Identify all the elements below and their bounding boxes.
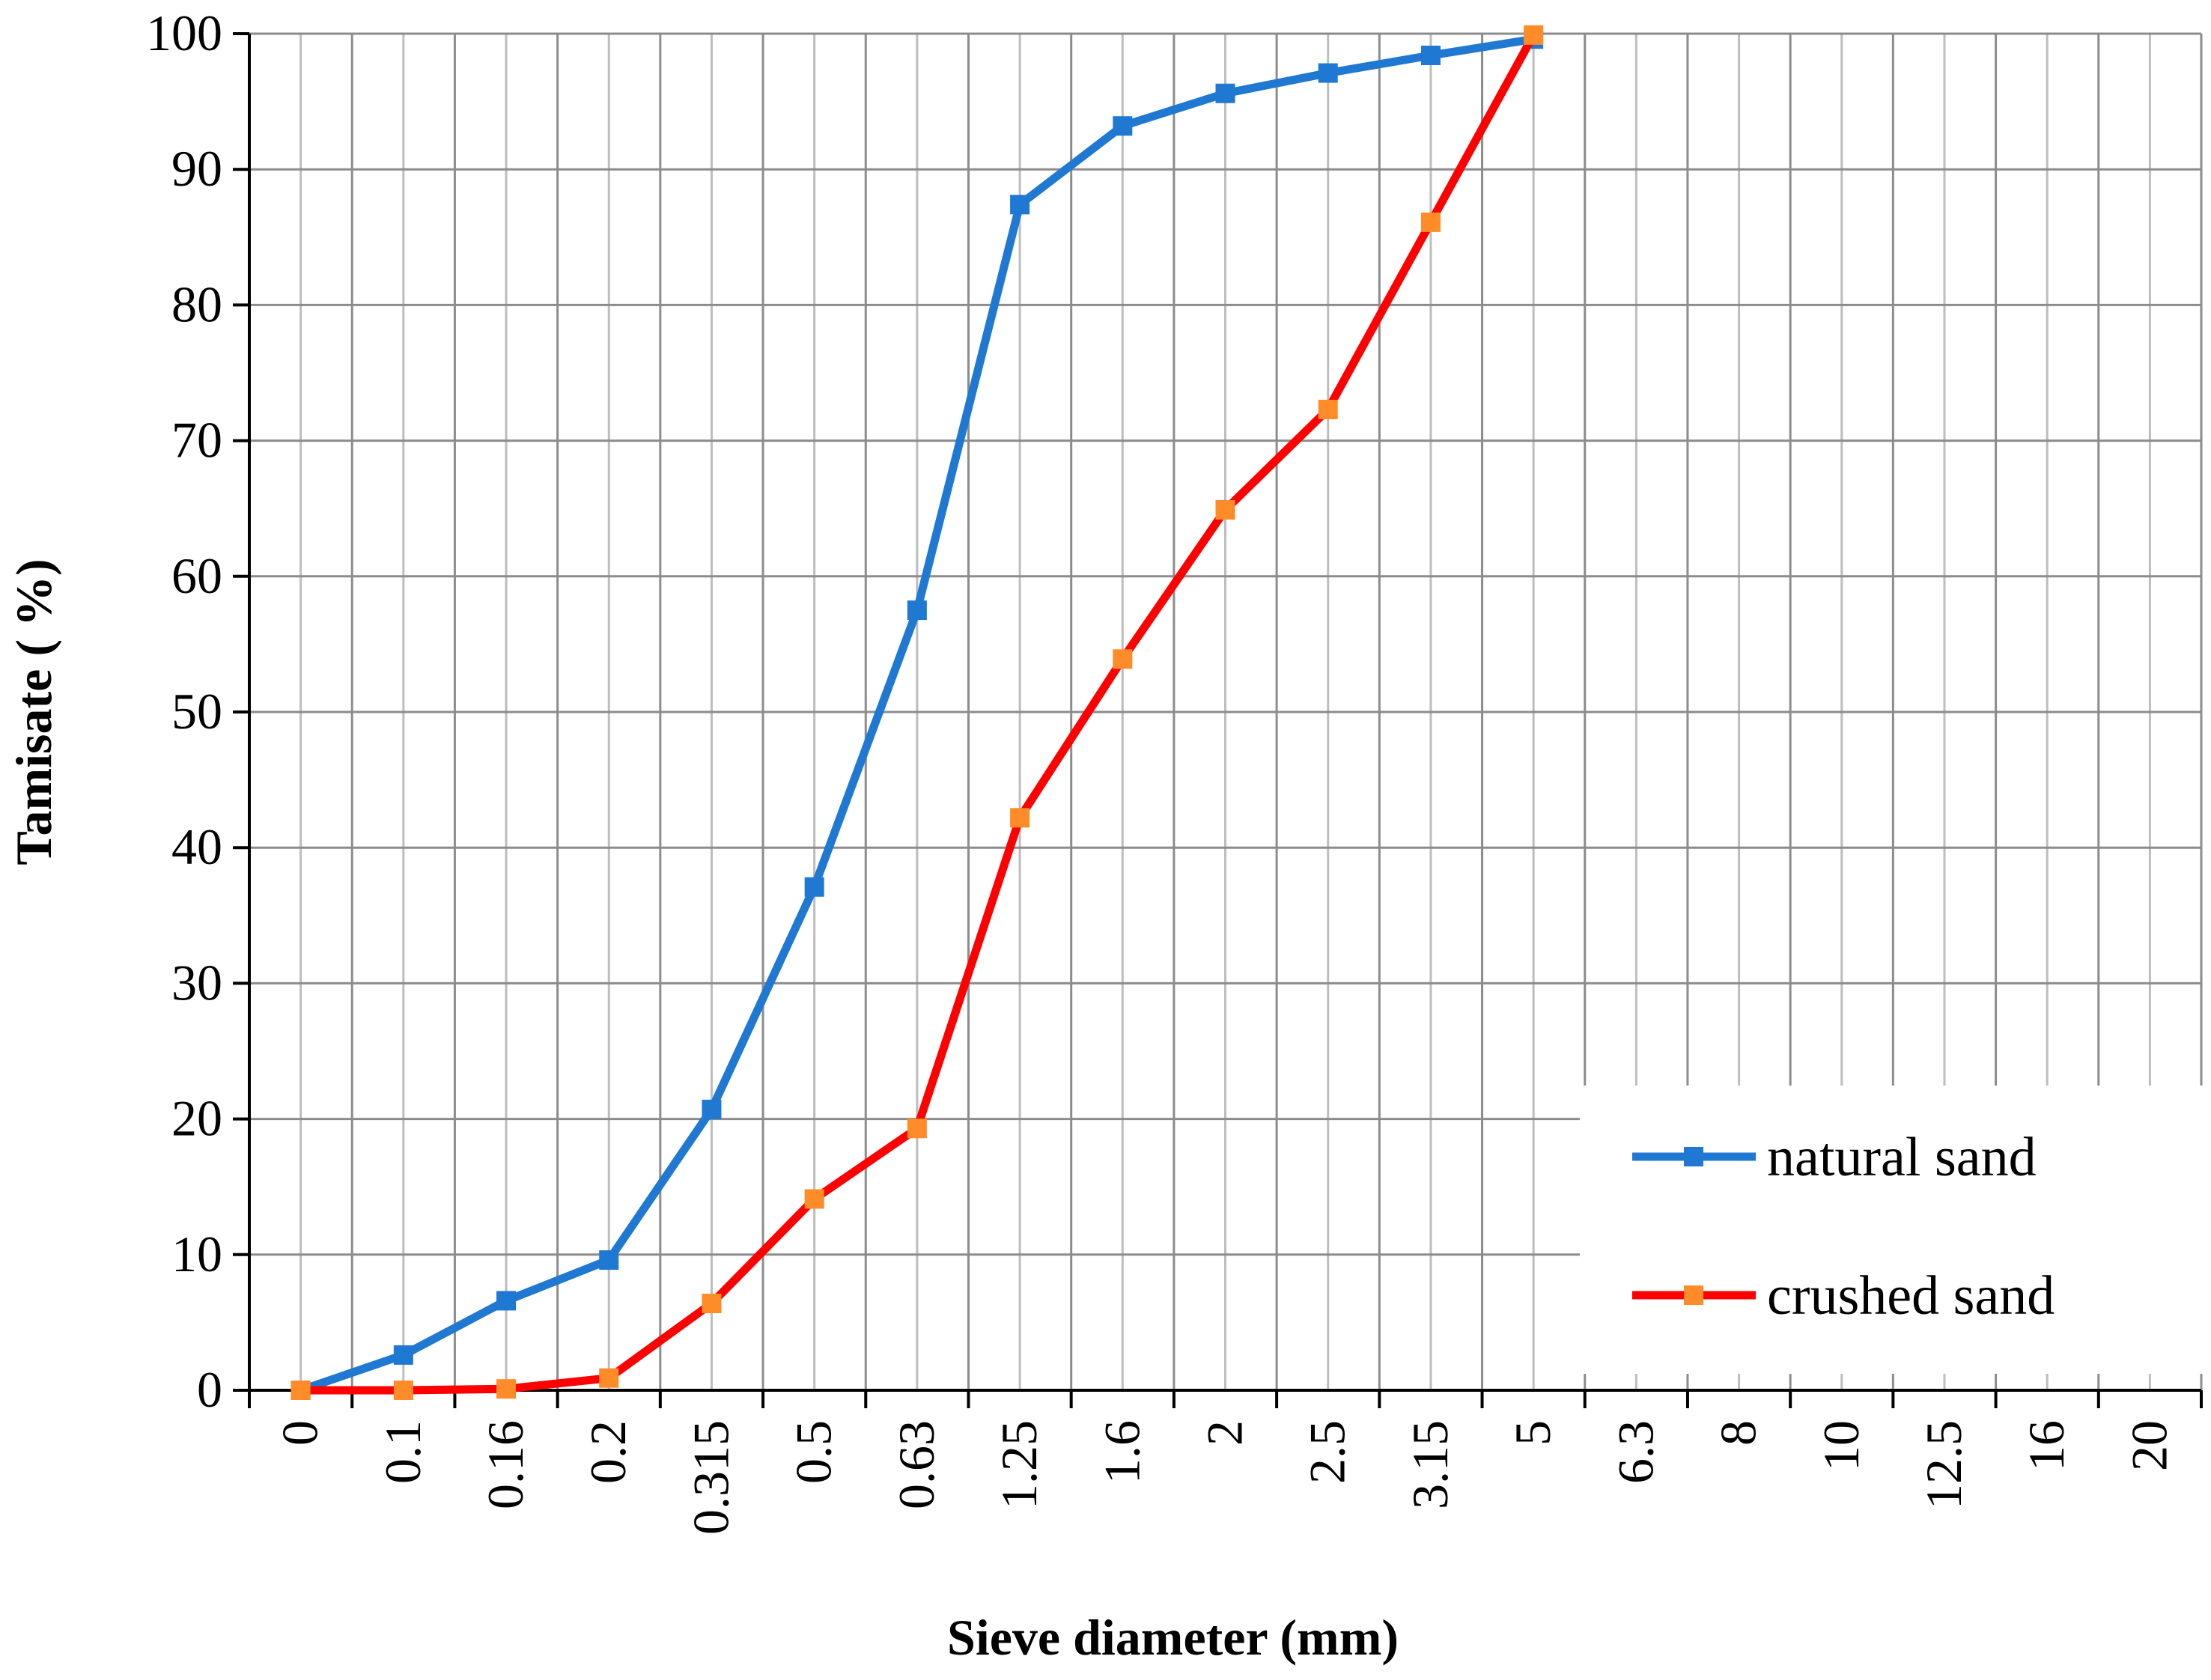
axes [233,32,2203,1408]
x-tick-label: 3.15 [1402,1420,1459,1509]
y-tick-label: 20 [171,1090,222,1147]
x-tick-label: 2.5 [1299,1420,1356,1484]
data-point-marker [1318,399,1338,419]
x-tick-label: 10 [1813,1420,1870,1471]
data-point-marker [1113,649,1133,669]
x-tick-label: 20 [2120,1420,2177,1471]
y-tick-labels: 0 10 20 30 40 50 60 70 80 90 100 [146,4,222,1418]
series-crushed-sand [291,25,1544,1400]
x-tick-label: 1.6 [1093,1420,1150,1484]
y-tick-label: 70 [171,412,222,469]
x-tick-label: 0.315 [682,1420,739,1535]
data-point-marker [1113,116,1133,136]
data-point-marker [599,1250,619,1270]
x-tick-label: 0.5 [785,1420,842,1484]
data-point-marker [393,1345,413,1365]
y-tick-label: 10 [171,1226,222,1282]
data-point-marker [599,1368,619,1388]
data-point-marker [1215,83,1235,103]
x-tick-label: 16 [2018,1420,2075,1471]
legend-box [1580,1086,2211,1374]
x-tick-label: 0.2 [580,1420,636,1484]
x-tick-label: 1.25 [991,1420,1047,1509]
data-point-marker [702,1099,722,1119]
data-point-marker [496,1291,517,1311]
legend-entry-label: crushed sand [1767,1265,2055,1327]
data-point-marker [1524,25,1544,45]
y-axis-title: Tamisate ( %) [5,559,62,865]
y-tick-label: 60 [171,547,222,604]
data-point-marker [1010,195,1030,215]
data-point-marker [907,1119,927,1139]
series-layer [291,25,1544,1400]
legend-entry-label: natural sand [1767,1127,2037,1188]
y-tick-label: 0 [197,1361,222,1418]
data-point-marker [1318,63,1338,83]
x-tick-label: 6.3 [1607,1420,1664,1484]
x-tick-label: 0.63 [888,1420,945,1509]
y-tick-label: 30 [171,954,222,1011]
x-tick-label: 0.1 [374,1420,431,1484]
data-point-marker [804,877,824,897]
x-tick-label: 12.5 [1915,1420,1972,1509]
legend-swatch-marker [1684,1147,1703,1166]
legend-swatch-marker [1684,1285,1703,1305]
y-tick-label: 40 [171,818,222,875]
y-tick-label: 80 [171,276,222,332]
y-tick-label: 90 [171,140,222,197]
data-point-marker [1420,212,1441,232]
x-tick-label: 0.16 [477,1420,534,1509]
data-point-marker [804,1189,824,1209]
data-point-marker [393,1381,413,1400]
data-point-marker [496,1379,517,1399]
y-tick-label: 100 [146,4,222,61]
data-point-marker [702,1294,722,1314]
x-tick-label: 2 [1196,1420,1253,1446]
x-tick-label: 0 [272,1420,329,1446]
data-point-marker [1010,808,1030,828]
x-tick-labels: 0 0.1 0.16 0.2 0.315 0.5 0.63 1.25 1.6 2 2.5 3.15 5 6… [272,1420,2178,1535]
data-point-marker [1215,500,1235,520]
x-tick-label: 8 [1710,1420,1767,1446]
x-tick-label: 5 [1504,1420,1561,1446]
data-point-marker [1420,45,1441,65]
legend: natural sand crushed sand [1580,1086,2211,1374]
y-tick-label: 50 [171,683,222,740]
x-axis-title: Sieve diameter (mm) [947,1609,1399,1666]
data-point-marker [291,1381,311,1400]
data-point-marker [907,600,927,621]
